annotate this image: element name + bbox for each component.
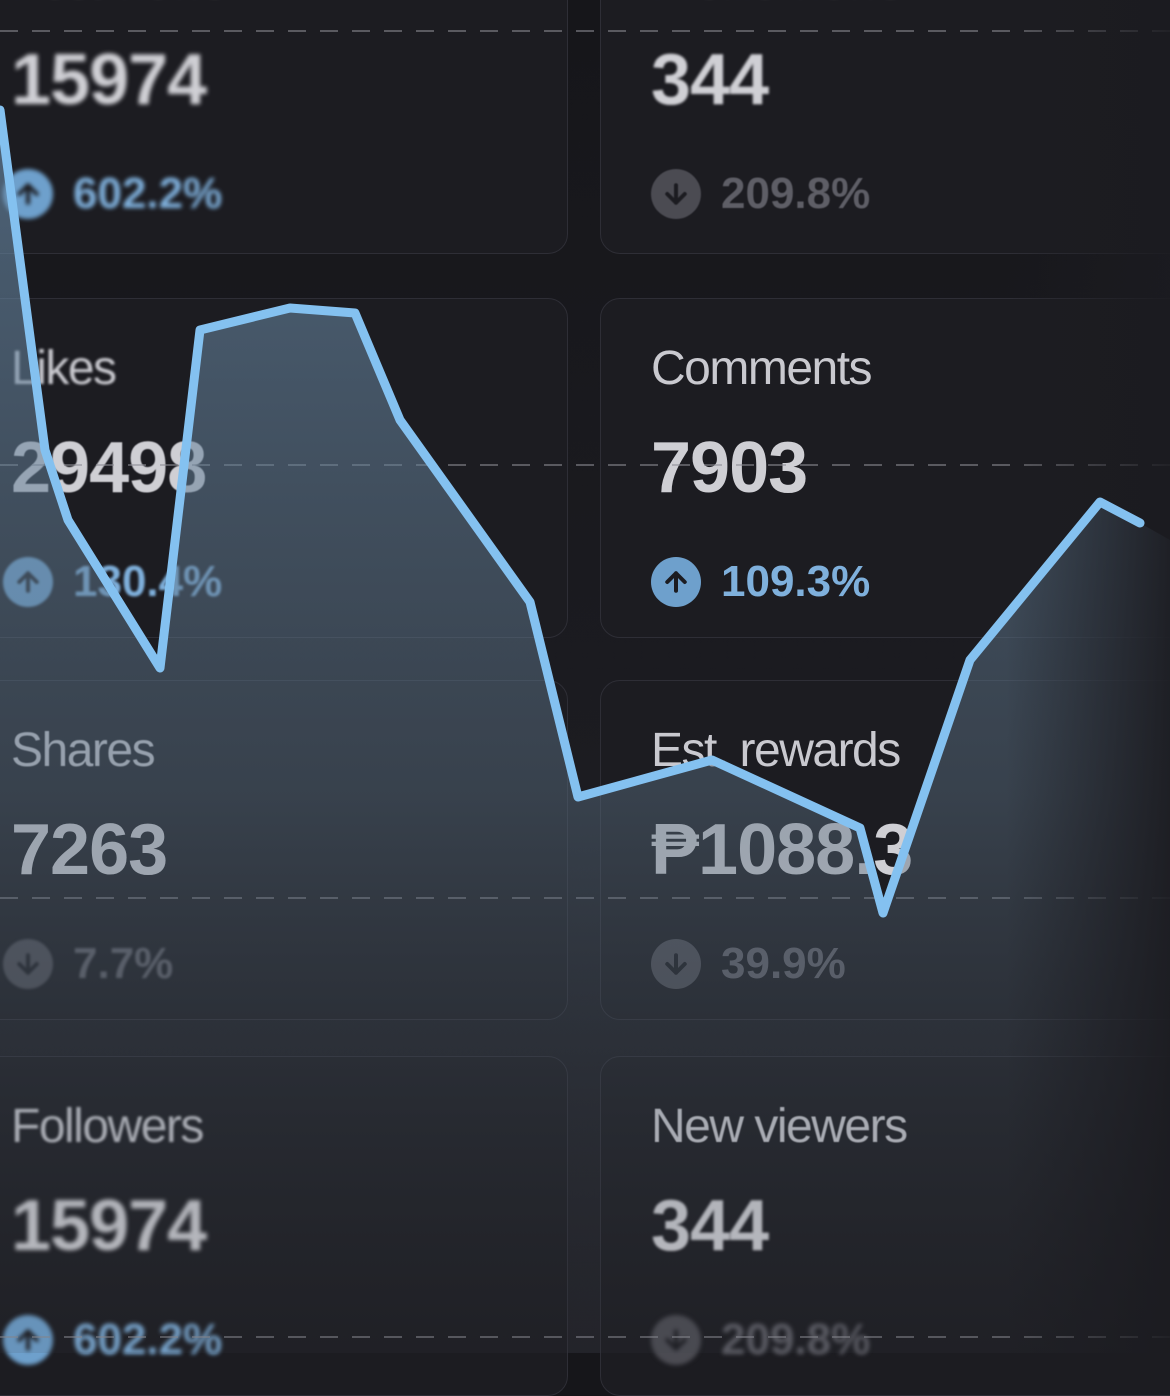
- arrow-down-circle-icon: [651, 1315, 701, 1365]
- change-percent: 39.9%: [721, 939, 846, 988]
- arrow-down-circle-icon: [3, 939, 53, 989]
- metric-change: 209.8%: [651, 167, 870, 221]
- card-est-rewards[interactable]: Est. rewards ₱1088.3 39.9%: [600, 680, 1170, 1020]
- arrow-down-circle-icon: [651, 169, 701, 219]
- metric-change: 130.4%: [3, 555, 222, 609]
- metric-label: Shares: [11, 724, 156, 777]
- change-percent: 209.8%: [721, 169, 871, 218]
- change-percent: 130.4%: [73, 557, 223, 606]
- metric-change: 7.7%: [3, 937, 173, 991]
- metric-value: 15974: [11, 40, 207, 120]
- metric-value: ₱1088.3: [651, 810, 913, 890]
- metric-label: New viewers: [651, 1100, 908, 1153]
- card-new-viewers[interactable]: New viewers 344 209.8%: [600, 1056, 1170, 1396]
- metric-value: 7903: [651, 428, 808, 508]
- change-percent: 209.8%: [721, 1315, 871, 1364]
- card-shares[interactable]: Shares 7263 7.7%: [0, 680, 568, 1020]
- card-followers[interactable]: Followers 15974 602.2%: [0, 1056, 568, 1396]
- metric-label: Likes: [11, 342, 117, 395]
- metric-label: Followers: [11, 1100, 204, 1153]
- metric-value: 29498: [11, 428, 207, 508]
- metric-change: 109.3%: [651, 555, 870, 609]
- card-comments[interactable]: Comments 7903 109.3%: [600, 298, 1170, 638]
- change-percent: 602.2%: [73, 1315, 223, 1364]
- card-likes[interactable]: Likes 29498 130.4%: [0, 298, 568, 638]
- metric-label: Profile views: [651, 0, 902, 8]
- metric-value: 344: [651, 1186, 769, 1266]
- metric-value: 15974: [11, 1186, 207, 1266]
- change-percent: 602.2%: [73, 169, 223, 218]
- arrow-down-circle-icon: [651, 939, 701, 989]
- metric-label: Est. rewards: [651, 724, 901, 777]
- metric-change: 39.9%: [651, 937, 846, 991]
- card-post-views[interactable]: Post views 15974 602.2%: [0, 0, 568, 254]
- metric-change: 209.8%: [651, 1313, 870, 1367]
- metric-label: Post views: [11, 0, 227, 8]
- metric-change: 602.2%: [3, 1313, 222, 1367]
- change-percent: 109.3%: [721, 557, 871, 606]
- arrow-up-circle-icon: [651, 557, 701, 607]
- change-percent: 7.7%: [73, 939, 174, 988]
- arrow-up-circle-icon: [3, 557, 53, 607]
- arrow-up-circle-icon: [3, 169, 53, 219]
- metric-change: 602.2%: [3, 167, 222, 221]
- metric-value: 7263: [11, 810, 168, 890]
- metric-label: Comments: [651, 342, 873, 395]
- card-profile-views[interactable]: Profile views 344 209.8%: [600, 0, 1170, 254]
- metric-value: 344: [651, 40, 769, 120]
- arrow-up-circle-icon: [3, 1315, 53, 1365]
